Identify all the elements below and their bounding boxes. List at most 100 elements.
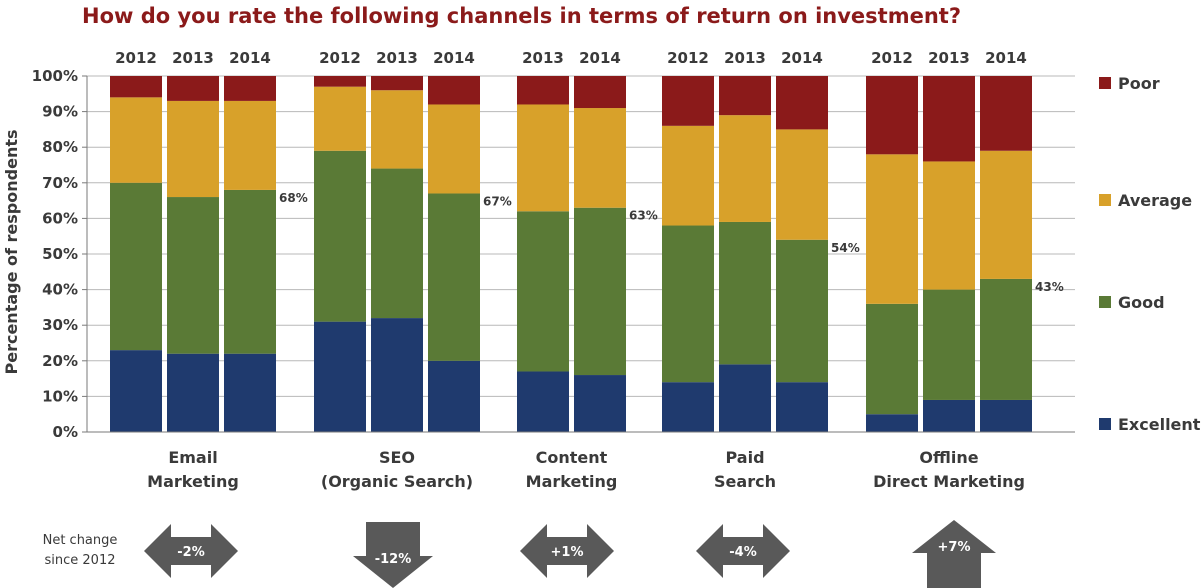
good-or-better-label: 54% bbox=[831, 241, 860, 255]
net-change-arrow-up bbox=[912, 520, 996, 588]
bar-segment-excellent bbox=[314, 321, 366, 432]
bar-segment-excellent bbox=[224, 353, 276, 432]
y-tick-label: 20% bbox=[42, 352, 78, 370]
net-change-value: -2% bbox=[177, 545, 204, 560]
bar-segment-excellent bbox=[371, 318, 423, 432]
y-tick-label: 80% bbox=[42, 138, 78, 156]
bar-segment-good bbox=[517, 211, 569, 372]
y-tick-label: 30% bbox=[42, 316, 78, 334]
bar-segment-poor bbox=[923, 76, 975, 162]
bar-segment-good bbox=[719, 221, 771, 365]
bar-segment-poor bbox=[776, 76, 828, 130]
y-tick-label: 60% bbox=[42, 209, 78, 227]
y-axis-ticks: 0% 10% 20% 30% 40% 50% 60% 70% 80% 90% 100% bbox=[32, 67, 78, 441]
bar-segment-average bbox=[517, 104, 569, 212]
legend-label: Poor bbox=[1118, 74, 1160, 93]
category-label: Content bbox=[536, 448, 608, 467]
category-labels: Email Marketing SEO (Organic Search) Content… bbox=[147, 448, 1025, 491]
y-tick-label: 0% bbox=[53, 423, 78, 441]
bar-segment-average bbox=[980, 150, 1032, 279]
year-label: 2012 bbox=[319, 49, 361, 67]
bar-segment-good bbox=[224, 189, 276, 354]
y-tick-label: 40% bbox=[42, 281, 78, 299]
category-label: Offline bbox=[919, 448, 978, 467]
bar-segment-average bbox=[662, 125, 714, 226]
net-change-value: -12% bbox=[375, 552, 412, 567]
bar-segment-poor bbox=[428, 76, 480, 105]
y-tick-label: 50% bbox=[42, 245, 78, 263]
category-label: Email bbox=[168, 448, 217, 467]
bar-segment-poor bbox=[517, 76, 569, 105]
legend: Poor Average Good Excellent bbox=[1099, 74, 1201, 434]
y-tick-label: 100% bbox=[32, 67, 78, 85]
net-change-arrow-left-right bbox=[520, 524, 614, 578]
bar-segment-excellent bbox=[662, 382, 714, 432]
bar-segment-excellent bbox=[428, 360, 480, 432]
bar-segment-average bbox=[428, 104, 480, 194]
year-label: 2014 bbox=[579, 49, 621, 67]
bar-segment-excellent bbox=[719, 364, 771, 432]
category-label: Search bbox=[714, 472, 776, 491]
legend-swatch bbox=[1099, 194, 1111, 206]
bar-segment-average bbox=[110, 97, 162, 183]
bar-segment-good bbox=[371, 168, 423, 319]
net-change-row: Net change since 2012 -2% -12% +1% -4% +7% bbox=[43, 520, 996, 588]
net-change-arrow-left-right bbox=[696, 524, 790, 578]
category-label: SEO bbox=[379, 448, 415, 467]
y-tick-label: 90% bbox=[42, 103, 78, 121]
good-or-better-label: 63% bbox=[629, 209, 658, 223]
bar-segment-excellent bbox=[517, 371, 569, 432]
year-label: 2012 bbox=[115, 49, 157, 67]
bar-segment-poor bbox=[980, 76, 1032, 151]
chart-title: How do you rate the following channels i… bbox=[82, 4, 961, 28]
net-change-arrow-left-right bbox=[144, 524, 238, 578]
legend-swatch bbox=[1099, 77, 1111, 89]
year-label: 2014 bbox=[781, 49, 823, 67]
legend-swatch bbox=[1099, 296, 1111, 308]
net-change-value: -4% bbox=[729, 545, 756, 560]
bar-segment-average bbox=[167, 100, 219, 198]
bar-segment-poor bbox=[662, 76, 714, 126]
bar-segment-poor bbox=[719, 76, 771, 116]
category-label: (Organic Search) bbox=[321, 472, 473, 491]
bar-segment-excellent bbox=[574, 375, 626, 432]
bar-segment-poor bbox=[224, 76, 276, 101]
year-label: 2014 bbox=[433, 49, 475, 67]
net-change-value: +7% bbox=[938, 540, 971, 555]
year-label: 2013 bbox=[522, 49, 564, 67]
bar-segment-poor bbox=[167, 76, 219, 101]
bar-segment-good bbox=[866, 303, 918, 415]
bar-segment-average bbox=[866, 154, 918, 304]
legend-label: Excellent bbox=[1118, 415, 1201, 434]
bar-segment-good bbox=[110, 182, 162, 351]
year-label: 2014 bbox=[229, 49, 271, 67]
bar-segment-average bbox=[574, 108, 626, 208]
bar-segment-poor bbox=[866, 76, 918, 155]
net-change-value: +1% bbox=[551, 545, 584, 560]
bar-segment-excellent bbox=[167, 353, 219, 432]
bar-segment-good bbox=[167, 197, 219, 354]
bar-segment-average bbox=[224, 100, 276, 190]
bar-segment-good bbox=[980, 278, 1032, 400]
bar-segment-good bbox=[428, 193, 480, 361]
bar-segment-good bbox=[776, 239, 828, 383]
year-label: 2013 bbox=[172, 49, 214, 67]
bar-segment-good bbox=[314, 150, 366, 322]
year-label: 2012 bbox=[667, 49, 709, 67]
category-label: Marketing bbox=[147, 472, 239, 491]
bar-segment-excellent bbox=[923, 399, 975, 432]
good-or-better-label: 67% bbox=[483, 194, 512, 208]
year-label: 2013 bbox=[928, 49, 970, 67]
net-change-arrow-down bbox=[353, 522, 433, 588]
bar-segment-average bbox=[371, 90, 423, 169]
bar-segment-average bbox=[314, 86, 366, 151]
category-label: Direct Marketing bbox=[873, 472, 1025, 491]
legend-label: Average bbox=[1118, 191, 1192, 210]
bar-segment-poor bbox=[110, 76, 162, 98]
bar-segment-good bbox=[923, 289, 975, 400]
bar-segment-excellent bbox=[866, 414, 918, 432]
bar-segment-good bbox=[662, 225, 714, 383]
bar-segment-excellent bbox=[776, 382, 828, 432]
category-label: Marketing bbox=[526, 472, 618, 491]
